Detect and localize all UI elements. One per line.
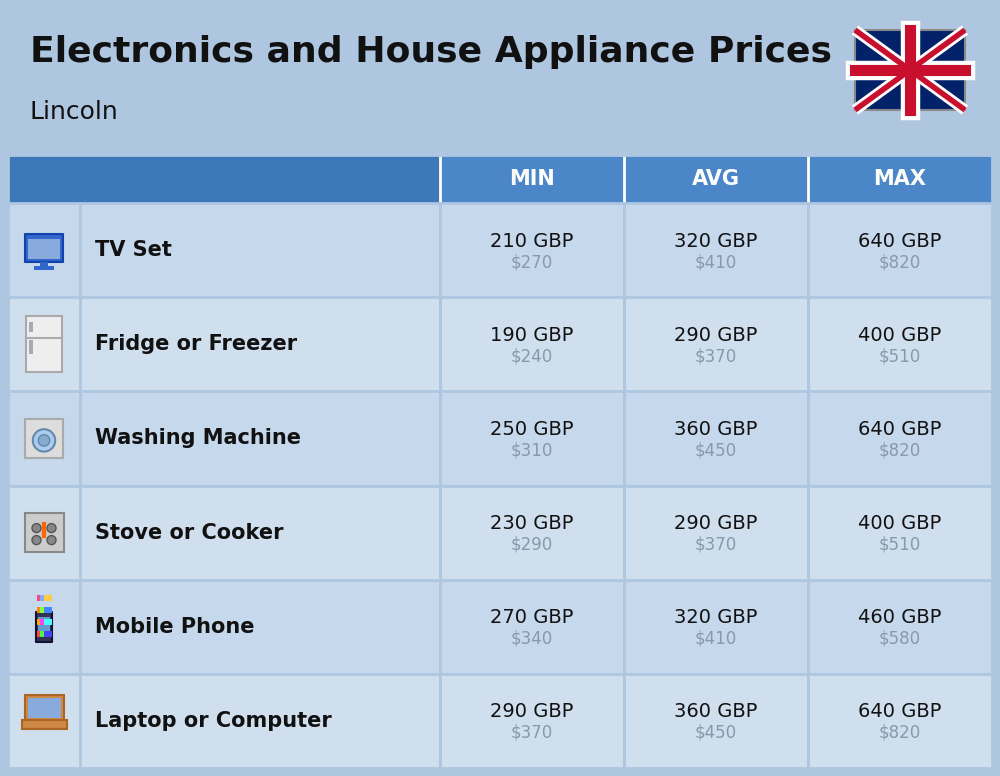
Text: 210 GBP: 210 GBP bbox=[490, 231, 574, 251]
Bar bbox=[8, 155, 992, 768]
Text: $580: $580 bbox=[879, 630, 921, 648]
Text: 360 GBP: 360 GBP bbox=[674, 420, 758, 439]
Text: MAX: MAX bbox=[874, 169, 926, 189]
Text: AVG: AVG bbox=[692, 169, 740, 189]
Text: Laptop or Computer: Laptop or Computer bbox=[95, 711, 332, 731]
Bar bbox=[24, 695, 64, 721]
Circle shape bbox=[38, 435, 50, 446]
Bar bbox=[38, 617, 50, 637]
Text: $410: $410 bbox=[695, 630, 737, 648]
Circle shape bbox=[32, 535, 41, 545]
Text: 290 GBP: 290 GBP bbox=[674, 514, 758, 533]
Bar bbox=[44, 607, 52, 613]
Text: 190 GBP: 190 GBP bbox=[490, 326, 574, 345]
Bar bbox=[8, 155, 992, 203]
Text: $240: $240 bbox=[511, 347, 553, 365]
Text: 290 GBP: 290 GBP bbox=[674, 326, 758, 345]
Bar bbox=[25, 234, 63, 262]
Text: 400 GBP: 400 GBP bbox=[858, 326, 942, 345]
Bar bbox=[8, 297, 992, 391]
Bar bbox=[25, 419, 63, 458]
Bar bbox=[36, 611, 52, 642]
Bar bbox=[36, 618, 44, 625]
Text: 640 GBP: 640 GBP bbox=[858, 231, 942, 251]
Circle shape bbox=[47, 535, 56, 545]
Text: 360 GBP: 360 GBP bbox=[674, 702, 758, 722]
Bar bbox=[8, 486, 992, 580]
Bar bbox=[40, 631, 48, 637]
Text: $340: $340 bbox=[511, 630, 553, 648]
Bar bbox=[36, 631, 44, 637]
Text: $510: $510 bbox=[879, 347, 921, 365]
Text: Mobile Phone: Mobile Phone bbox=[95, 617, 254, 637]
Text: $310: $310 bbox=[511, 442, 553, 459]
Text: Washing Machine: Washing Machine bbox=[95, 428, 301, 449]
Text: 320 GBP: 320 GBP bbox=[674, 231, 758, 251]
Circle shape bbox=[32, 524, 41, 532]
Circle shape bbox=[33, 429, 55, 452]
Bar bbox=[22, 720, 66, 729]
Text: Stove or Cooker: Stove or Cooker bbox=[95, 522, 284, 542]
Text: $450: $450 bbox=[695, 442, 737, 459]
Text: TV Set: TV Set bbox=[95, 240, 172, 260]
Text: MIN: MIN bbox=[509, 169, 555, 189]
Bar bbox=[8, 391, 992, 486]
Bar bbox=[26, 317, 62, 372]
Bar bbox=[44, 594, 52, 601]
Text: $820: $820 bbox=[879, 724, 921, 742]
Bar bbox=[40, 262, 48, 268]
Bar bbox=[36, 607, 44, 613]
Bar bbox=[29, 340, 33, 355]
Text: $270: $270 bbox=[511, 253, 553, 271]
Text: 290 GBP: 290 GBP bbox=[490, 702, 574, 722]
Bar bbox=[29, 322, 33, 332]
Text: 320 GBP: 320 GBP bbox=[674, 608, 758, 627]
Text: $820: $820 bbox=[879, 442, 921, 459]
Bar bbox=[8, 155, 80, 203]
Text: $370: $370 bbox=[695, 347, 737, 365]
Bar bbox=[8, 203, 992, 297]
Text: $450: $450 bbox=[695, 724, 737, 742]
Bar bbox=[36, 594, 44, 601]
Bar bbox=[28, 239, 60, 259]
Bar bbox=[24, 513, 64, 552]
Text: $510: $510 bbox=[879, 535, 921, 553]
Bar bbox=[34, 266, 54, 271]
Bar bbox=[40, 607, 48, 613]
Text: Fridge or Freezer: Fridge or Freezer bbox=[95, 334, 297, 355]
Text: 230 GBP: 230 GBP bbox=[490, 514, 574, 533]
Bar bbox=[44, 618, 52, 625]
Bar bbox=[28, 698, 60, 718]
Text: 270 GBP: 270 GBP bbox=[490, 608, 574, 627]
Bar bbox=[40, 618, 48, 625]
Text: Lincoln: Lincoln bbox=[30, 100, 119, 124]
Text: $370: $370 bbox=[511, 724, 553, 742]
Circle shape bbox=[47, 524, 56, 532]
Bar bbox=[855, 30, 965, 110]
Bar bbox=[40, 594, 48, 601]
Text: 460 GBP: 460 GBP bbox=[858, 608, 942, 627]
Bar bbox=[8, 580, 992, 674]
Text: $370: $370 bbox=[695, 535, 737, 553]
Text: 250 GBP: 250 GBP bbox=[490, 420, 574, 439]
Bar bbox=[8, 674, 992, 768]
Text: 400 GBP: 400 GBP bbox=[858, 514, 942, 533]
Text: 640 GBP: 640 GBP bbox=[858, 420, 942, 439]
Bar bbox=[44, 631, 52, 637]
Text: Electronics and House Appliance Prices: Electronics and House Appliance Prices bbox=[30, 35, 832, 69]
Text: 640 GBP: 640 GBP bbox=[858, 702, 942, 722]
Text: $410: $410 bbox=[695, 253, 737, 271]
Text: $820: $820 bbox=[879, 253, 921, 271]
Bar bbox=[80, 155, 440, 203]
Text: $290: $290 bbox=[511, 535, 553, 553]
